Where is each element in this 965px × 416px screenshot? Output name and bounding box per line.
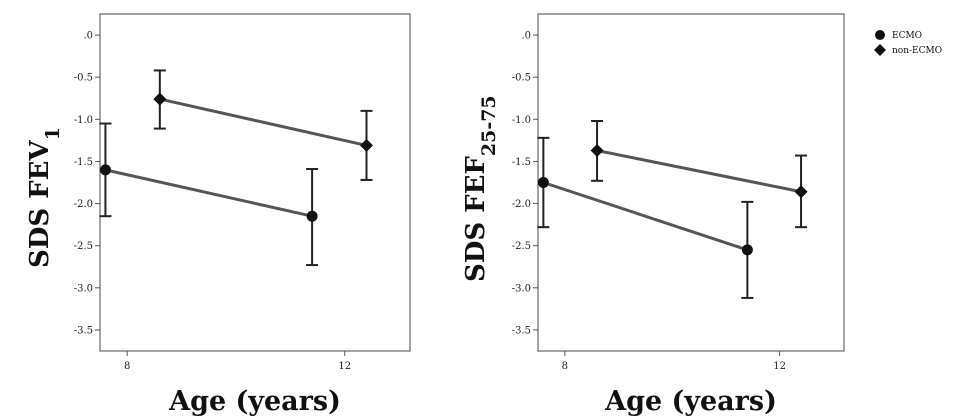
y-tick-label: -3.5 [74, 325, 93, 336]
data-point-ecmo [537, 177, 549, 188]
y-ticks-fef2575: .0 -0.5 -1.0 -1.5 -2.0 -2.5 -3.0 -3.5 [512, 31, 538, 336]
data-point-non-ecmo [590, 143, 604, 157]
x-tick-label: 8 [562, 361, 568, 372]
y-tick-label: -3.0 [74, 283, 93, 294]
y-tick-label: -3.0 [512, 283, 531, 294]
series-line-ecmo [105, 168, 313, 218]
y-tick-label: -1.0 [74, 115, 93, 126]
y-tick-label: -2.0 [512, 199, 531, 210]
data-point-non-ecmo [153, 92, 167, 106]
legend-diamond-marker [874, 44, 886, 56]
y-tick-label: -3.5 [512, 325, 531, 336]
y-tick-label: .0 [521, 31, 531, 42]
panel-fev1: SDS FEV1 .0-0.5-1.0-1.5-2.0-2.5-3.0-3.5 … [25, 13, 411, 416]
x-tick-label: 12 [773, 361, 786, 372]
legend-label-ecmo: ECMO [892, 31, 922, 41]
plot-frame-fef2575 [537, 13, 845, 352]
series-fef2575 [537, 119, 808, 299]
series-line-non-ecmo [596, 149, 802, 194]
y-tick-label: -0.5 [512, 73, 531, 84]
series-line-ecmo [542, 181, 748, 252]
x-axis-label-fef2575: Age (years) [604, 386, 777, 416]
legend: ECMO non-ECMO [874, 30, 942, 56]
y-tick-label: -0.5 [74, 73, 93, 84]
data-point-ecmo [741, 244, 753, 256]
y-tick-label: -2.5 [512, 241, 531, 252]
x-ticks-fev1: 8 12 [124, 351, 351, 372]
y-tick-label: -2.5 [74, 241, 93, 252]
data-point-non-ecmo [794, 185, 808, 199]
series-fev1 [99, 69, 373, 267]
y-tick-label: -2.0 [74, 199, 93, 210]
x-tick-label: 8 [124, 361, 130, 372]
data-point-ecmo [99, 164, 111, 176]
legend-circle-marker [875, 30, 885, 40]
y-axis-label-fef2575: SDS FEF25-75 [461, 95, 500, 282]
plot-frame-fev1 [99, 13, 411, 352]
y-tick-label: -1.5 [512, 157, 531, 168]
x-tick-label: 12 [338, 361, 351, 372]
y-tick-label: .0 [83, 31, 93, 42]
x-ticks-fef2575: 8 12 [562, 351, 786, 372]
data-point-ecmo [306, 210, 318, 222]
y-tick-label: -1.5 [74, 157, 93, 168]
data-point-non-ecmo [359, 138, 373, 152]
y-ticks-fev1: .0 -0.5 -1.0 -1.5 -2.0 -2.5 -3.0 -3.5 [74, 31, 100, 336]
x-axis-label-fev1: Age (years) [168, 386, 341, 416]
panel-fef2575: SDS FEF25-75 .0 -0.5 -1.0 -1.5 -2.0 -2.5 -3.0 -… [461, 13, 845, 416]
y-tick-label: -1.0 [512, 115, 531, 126]
legend-label-non-ecmo: non-ECMO [892, 46, 942, 56]
y-axis-label-fev1: SDS FEV1 [25, 127, 64, 268]
series-line-non-ecmo [159, 97, 367, 147]
